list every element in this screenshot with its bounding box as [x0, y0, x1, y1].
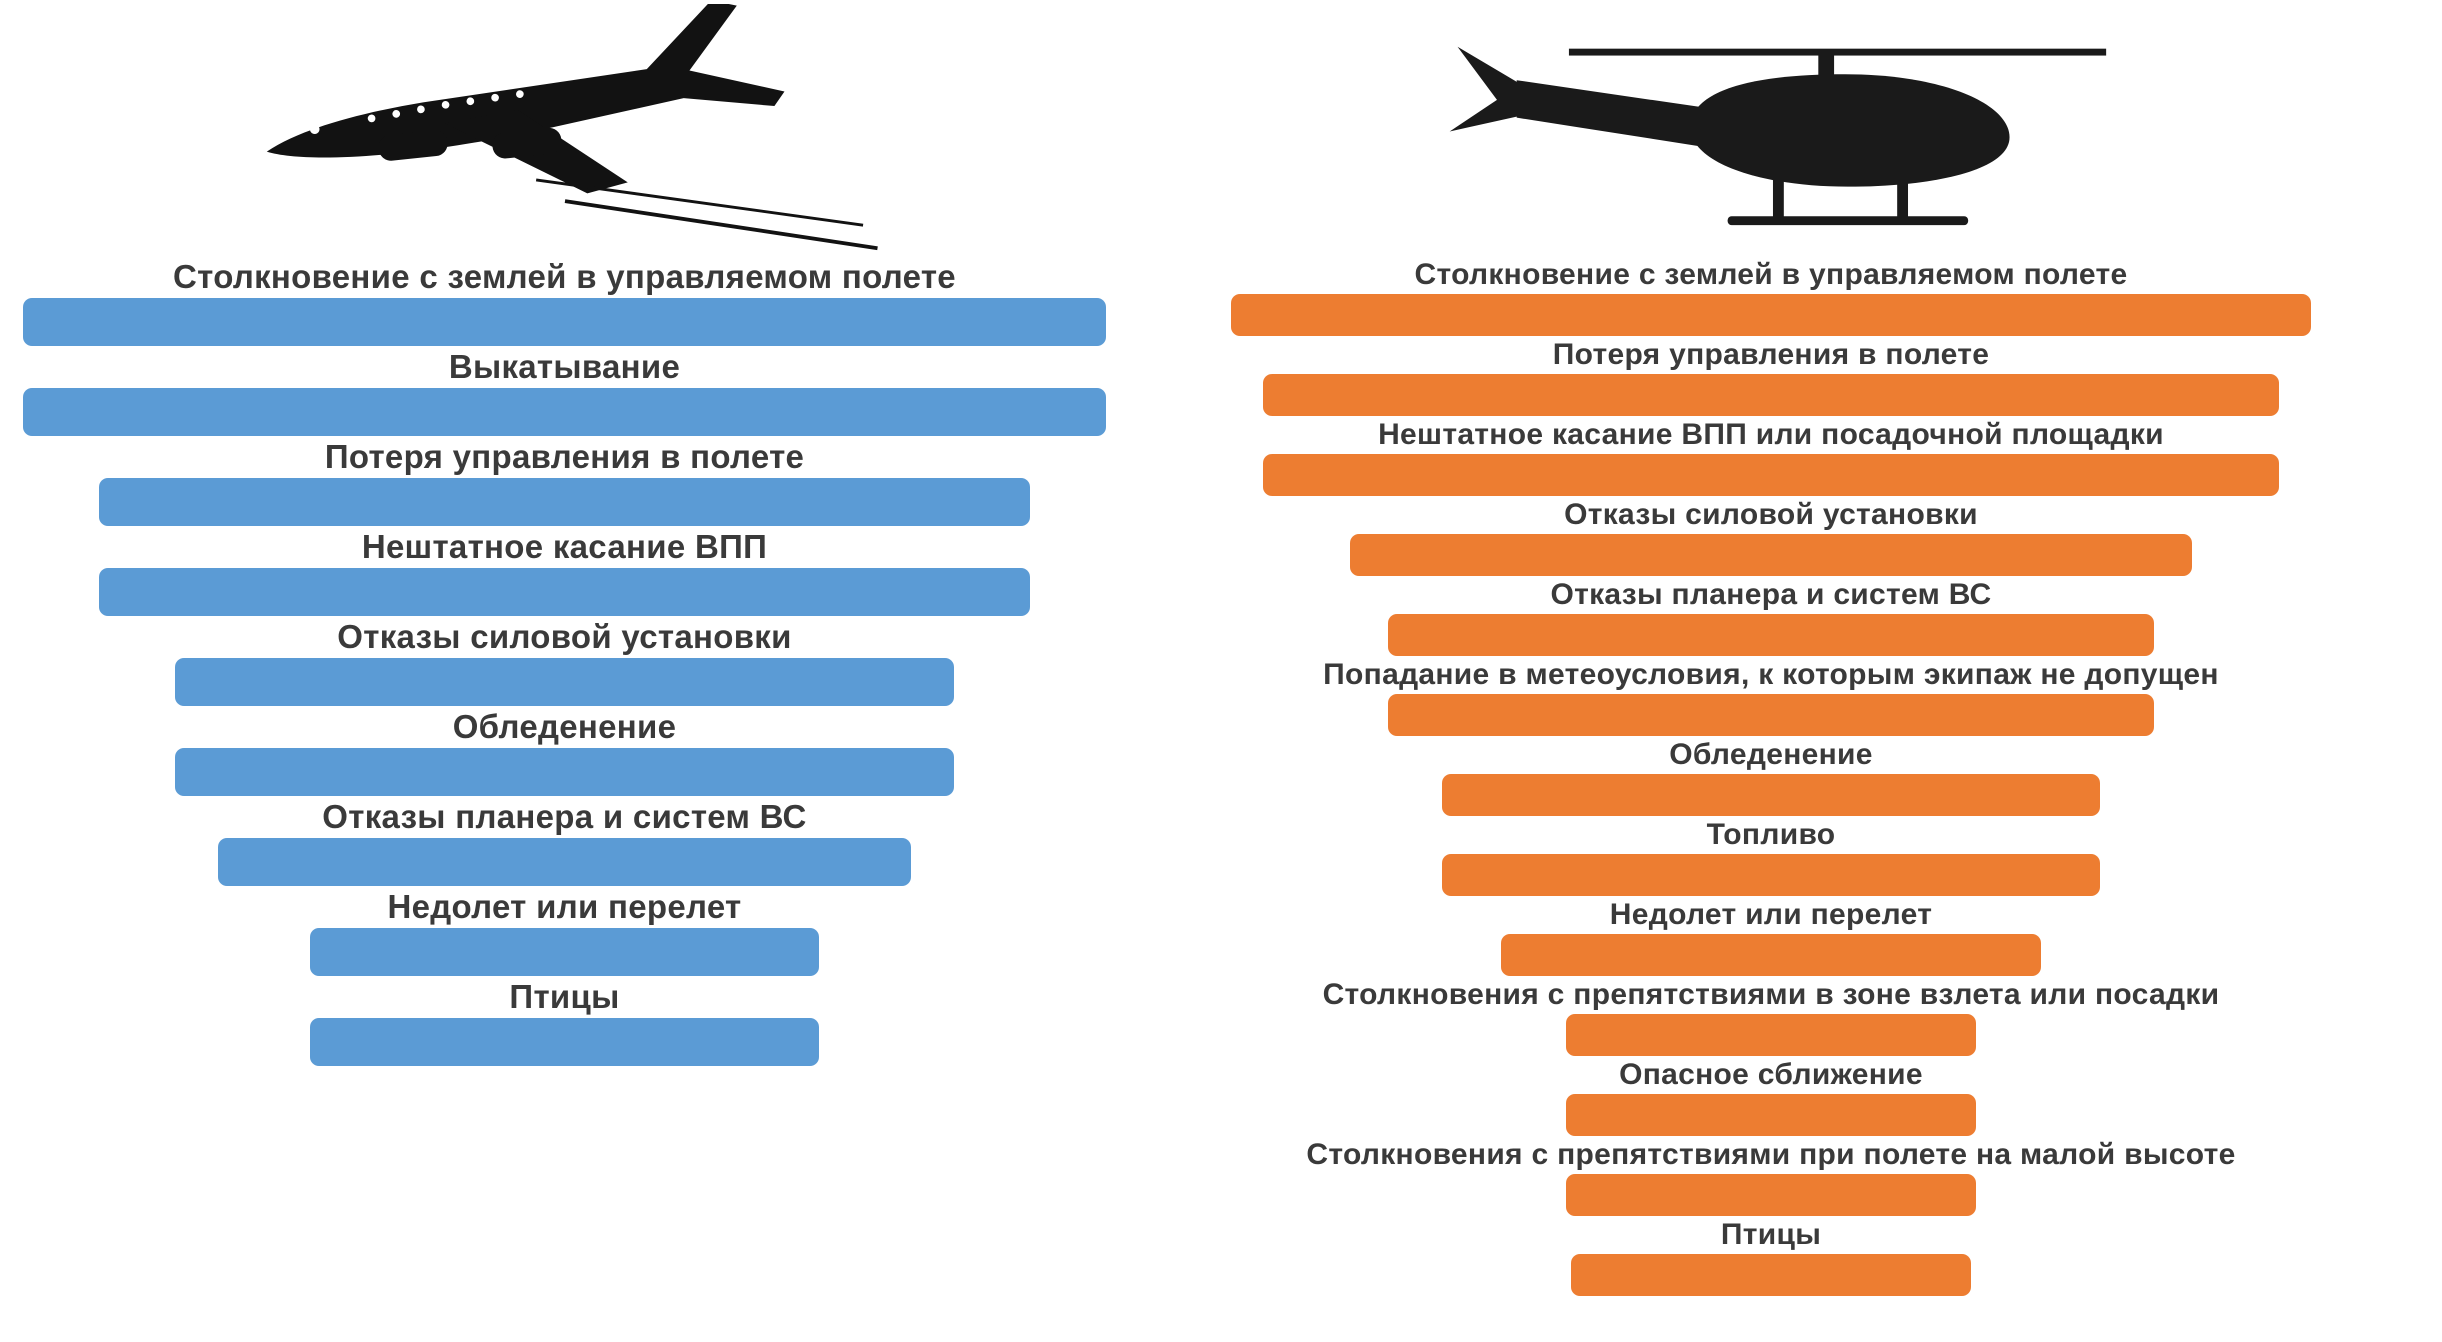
bar-track: [23, 928, 1106, 976]
airplane-accidents-chart: Столкновение с землей в управляемом поле…: [23, 0, 1106, 1068]
bar-label: Нештатное касание ВПП: [361, 528, 768, 565]
bar-label: Столкновения с препятствиями в зоне взле…: [1322, 978, 2220, 1011]
funnel-row: Выкатывание: [23, 348, 1106, 436]
funnel-row: Обледенение: [1140, 738, 2402, 816]
funnel-bar: [98, 568, 1031, 616]
bar-label: Отказы силовой установки: [1564, 498, 1978, 531]
funnel-row: Столкновение с землей в управляемом поле…: [1140, 258, 2402, 336]
funnel-bar: [1565, 1014, 1977, 1056]
funnel-bar: [23, 388, 1106, 436]
bar-label: Потеря управления в полете: [1552, 338, 1990, 371]
funnel-row: Потеря управления в полете: [23, 438, 1106, 526]
bar-track: [1231, 1014, 2311, 1056]
bar-track: [1231, 934, 2311, 976]
bar-label: Отказы планера и систем ВС: [322, 798, 807, 835]
funnel-bar: [1349, 534, 2193, 576]
funnel-bar: [1501, 934, 2041, 976]
bar-track: [23, 388, 1106, 436]
funnel-bar: [23, 298, 1106, 346]
funnel-row: Столкновение с землей в управляемом поле…: [23, 258, 1106, 346]
bar-label: Выкатывание: [448, 348, 681, 385]
funnel-row: Птицы: [23, 978, 1106, 1066]
funnel-row: Столкновения с препятствиями в зоне взле…: [1140, 978, 2402, 1056]
bar-label: Нештатное касание ВПП или посадочной пло…: [1378, 418, 2164, 451]
bar-track: [1231, 694, 2311, 736]
bar-label: Попадание в метеоусловия, к которым экип…: [1323, 658, 2219, 691]
bar-track: [23, 838, 1106, 886]
funnel-bar: [1387, 614, 2155, 656]
bar-track: [23, 748, 1106, 796]
bar-track: [1231, 854, 2311, 896]
funnel-row: Отказы планера и систем ВС: [1140, 578, 2402, 656]
funnel-row: Недолет или перелет: [23, 888, 1106, 976]
funnel-row: Нештатное касание ВПП или посадочной пло…: [1140, 418, 2402, 496]
bar-track: [1231, 1174, 2311, 1216]
bar-track: [23, 1018, 1106, 1066]
bar-label: Отказы силовой установки: [337, 618, 792, 655]
bar-track: [23, 478, 1106, 526]
funnel-bar: [174, 748, 955, 796]
funnel-bar: [1441, 854, 2101, 896]
bar-track: [23, 658, 1106, 706]
funnel-bar: [1263, 454, 2279, 496]
funnel-row: Птицы: [1140, 1218, 2402, 1296]
funnel-bar: [1565, 1174, 1977, 1216]
funnel-bar: [1571, 1254, 1971, 1296]
bar-label: Потеря управления в полете: [324, 438, 805, 475]
funnel-row: Отказы силовой установки: [1140, 498, 2402, 576]
bar-track: [1231, 1254, 2311, 1296]
funnel-row: Обледенение: [23, 708, 1106, 796]
bar-track: [23, 298, 1106, 346]
funnel-bar: [1441, 774, 2101, 816]
funnel-bar: [174, 658, 955, 706]
helicopter-icon: [1140, 0, 2402, 258]
bar-label: Топливо: [1706, 818, 1836, 851]
funnel-row: Отказы силовой установки: [23, 618, 1106, 706]
funnel-row: Топливо: [1140, 818, 2402, 896]
bar-label: Птицы: [1720, 1218, 1822, 1251]
funnel-bar: [310, 928, 819, 976]
funnel-row: Попадание в метеоусловия, к которым экип…: [1140, 658, 2402, 736]
bar-label: Птицы: [509, 978, 620, 1015]
funnel-bar: [217, 838, 912, 886]
funnel-row: Столкновения с препятствиями при полете …: [1140, 1138, 2402, 1216]
funnel-row: Недолет или перелет: [1140, 898, 2402, 976]
funnel-bar: [1263, 374, 2279, 416]
bar-label: Обледенение: [1669, 738, 1873, 771]
funnel-row: Опасное сближение: [1140, 1058, 2402, 1136]
bar-label: Столкновения с препятствиями при полете …: [1306, 1138, 2236, 1171]
bar-track: [1231, 294, 2311, 336]
bar-label: Опасное сближение: [1619, 1058, 1923, 1091]
bar-track: [1231, 774, 2311, 816]
funnel-row: Потеря управления в полете: [1140, 338, 2402, 416]
bar-label: Обледенение: [452, 708, 677, 745]
funnel-bar: [1565, 1094, 1977, 1136]
funnel-row: Отказы планера и систем ВС: [23, 798, 1106, 886]
funnel-bar: [1387, 694, 2155, 736]
bar-label: Столкновение с землей в управляемом поле…: [1414, 258, 2128, 291]
helicopter-funnel-rows: Столкновение с землей в управляемом поле…: [1140, 258, 2402, 1296]
bar-track: [1231, 1094, 2311, 1136]
bar-label: Отказы планера и систем ВС: [1550, 578, 1992, 611]
airplane-icon: [23, 0, 1106, 258]
bar-label: Столкновение с землей в управляемом поле…: [173, 258, 956, 295]
airplane-funnel-rows: Столкновение с землей в управляемом поле…: [23, 258, 1106, 1066]
funnel-row: Нештатное касание ВПП: [23, 528, 1106, 616]
bar-track: [1231, 454, 2311, 496]
bar-label: Недолет или перелет: [1609, 898, 1933, 931]
bar-track: [1231, 534, 2311, 576]
bar-label: Недолет или перелет: [387, 888, 742, 925]
bar-track: [1231, 374, 2311, 416]
funnel-bar: [98, 478, 1031, 526]
funnel-bar: [1231, 294, 2311, 336]
funnel-bar: [310, 1018, 819, 1066]
helicopter-accidents-chart: Столкновение с землей в управляемом поле…: [1140, 0, 2402, 1298]
bar-track: [23, 568, 1106, 616]
bar-track: [1231, 614, 2311, 656]
